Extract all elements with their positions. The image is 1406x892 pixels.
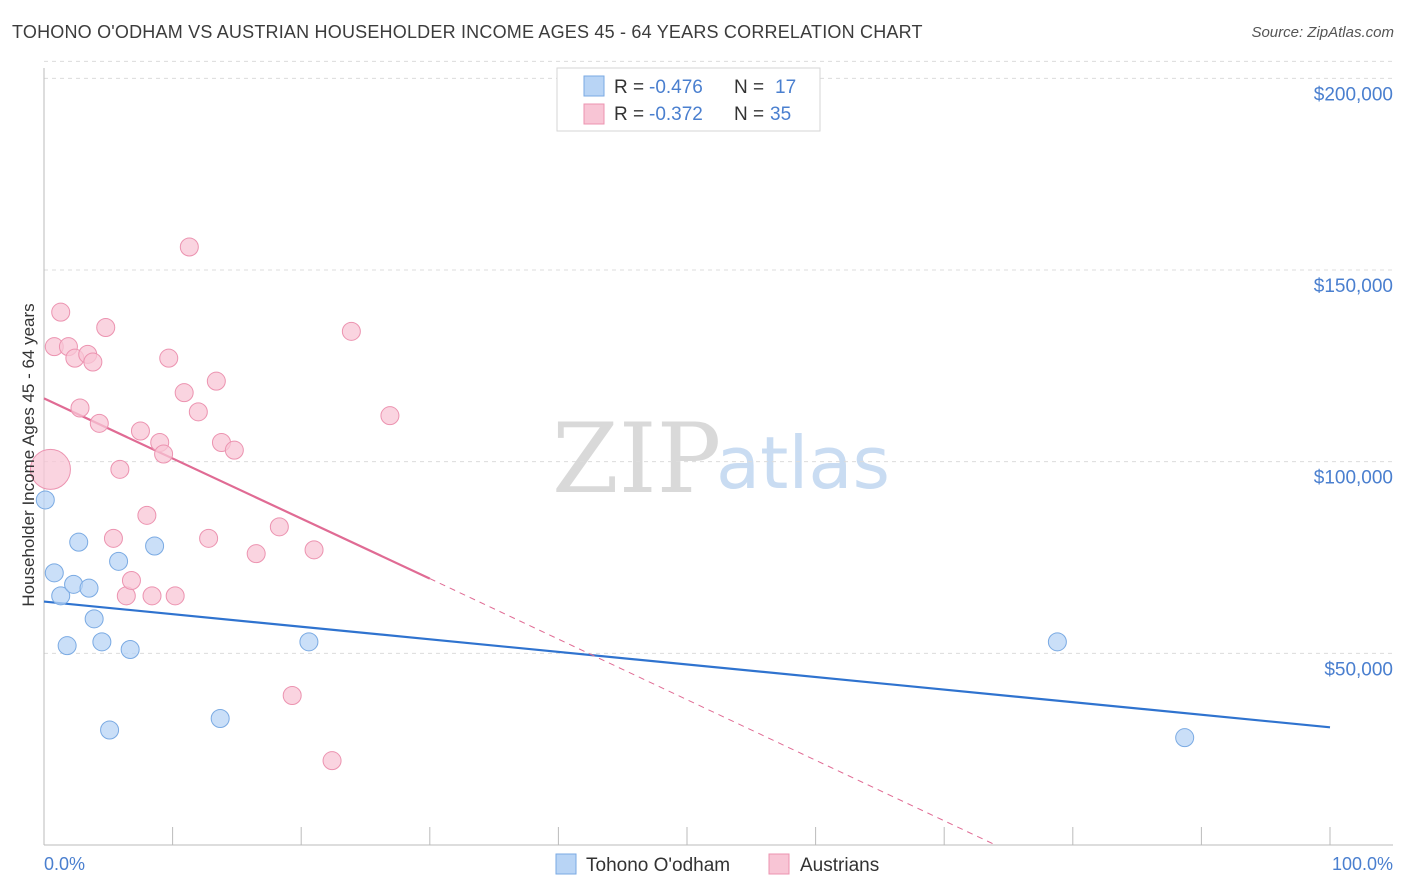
point-tohono-7 (84, 609, 104, 629)
x-tick-label-max: 100.0% (1332, 854, 1393, 874)
legend-swatch-blue (583, 75, 605, 97)
point-tohono-12 (145, 536, 165, 556)
watermark-atlas: atlas (716, 421, 890, 505)
bottom-legend: Tohono O'odham Austrians (555, 853, 879, 876)
point-tohono-9 (100, 720, 120, 740)
point-austrians-8 (89, 413, 109, 433)
point-tohono-8 (92, 632, 112, 652)
legend-n-label-blue: N = (734, 77, 764, 98)
point-tohono-14 (299, 632, 319, 652)
bottom-legend-label-blue: Tohono O'odham (586, 855, 730, 876)
legend-swatch-pink (583, 103, 605, 125)
point-austrians-33 (341, 321, 361, 341)
data-points (29, 237, 1195, 771)
point-austrians-29 (269, 517, 289, 537)
trend-line-tohono (43, 600, 1331, 729)
y-tick-label-2: $150,000 (1314, 276, 1393, 297)
watermark-zip: ZIP (552, 403, 721, 515)
point-austrians-22 (179, 237, 199, 257)
point-tohono-16 (1175, 728, 1195, 748)
trend-line-austrians (43, 397, 431, 580)
bottom-legend-swatch-pink (768, 853, 790, 875)
point-austrians-9 (96, 318, 116, 337)
point-austrians-32 (322, 751, 342, 771)
legend: R = -0.476 N = 17 R = -0.372 N = 35 (556, 67, 821, 132)
y-tick-labels: $50,000 $100,000 $150,000 $200,000 (1314, 84, 1393, 680)
point-austrians-18 (154, 444, 174, 464)
point-austrians-21 (174, 383, 194, 403)
gridlines (44, 60, 1393, 654)
point-austrians-24 (199, 528, 219, 548)
point-austrians-2 (51, 302, 71, 322)
point-austrians-13 (121, 571, 141, 590)
point-austrians-5 (70, 398, 90, 418)
legend-r-value-blue: -0.476 (649, 77, 703, 98)
point-austrians-14 (130, 421, 150, 441)
point-tohono-1 (44, 563, 64, 583)
point-tohono-0 (35, 490, 55, 510)
point-austrians-19 (159, 348, 179, 368)
point-austrians-31 (304, 540, 324, 560)
point-tohono-13 (210, 709, 230, 728)
point-tohono-15 (1047, 632, 1067, 652)
point-tohono-10 (109, 551, 129, 571)
source-label: Source: ZipAtlas.com (1251, 24, 1394, 41)
chart-title: TOHONO O'ODHAM VS AUSTRIAN HOUSEHOLDER I… (12, 22, 923, 42)
point-austrians-0 (29, 448, 71, 490)
point-austrians-20 (165, 586, 185, 606)
bottom-legend-label-pink: Austrians (800, 855, 879, 876)
point-austrians-11 (110, 459, 130, 479)
point-austrians-15 (137, 505, 157, 525)
bottom-legend-swatch-blue (555, 853, 577, 875)
y-axis-label: Householder Income Ages 45 - 64 years (19, 303, 38, 606)
point-austrians-7 (83, 352, 103, 372)
point-austrians-28 (246, 544, 266, 564)
y-tick-label-1: $100,000 (1314, 468, 1393, 489)
point-austrians-16 (142, 586, 162, 606)
point-austrians-27 (224, 440, 244, 460)
legend-r-label-blue: R = (614, 77, 644, 98)
point-tohono-5 (69, 532, 89, 552)
point-austrians-23 (188, 402, 208, 422)
legend-r-value-pink: -0.372 (649, 104, 703, 125)
point-tohono-3 (57, 636, 77, 656)
point-tohono-2 (51, 586, 71, 606)
x-tick-label-min: 0.0% (44, 854, 85, 874)
trend-line-extension-austrians (429, 578, 996, 846)
axes (43, 68, 1393, 846)
legend-r-label-pink: R = (614, 104, 644, 125)
y-tick-label-3: $200,000 (1314, 84, 1393, 105)
point-austrians-34 (380, 406, 400, 426)
legend-n-value-pink: 35 (770, 104, 791, 125)
point-tohono-6 (79, 578, 99, 598)
y-tick-label-0: $50,000 (1324, 659, 1393, 680)
legend-n-value-blue: 17 (775, 77, 796, 98)
point-austrians-30 (282, 686, 302, 705)
point-austrians-10 (103, 528, 123, 548)
point-tohono-11 (120, 640, 140, 659)
trend-lines (43, 397, 1331, 846)
legend-n-label-pink: N = (734, 104, 764, 125)
point-austrians-25 (206, 371, 226, 391)
